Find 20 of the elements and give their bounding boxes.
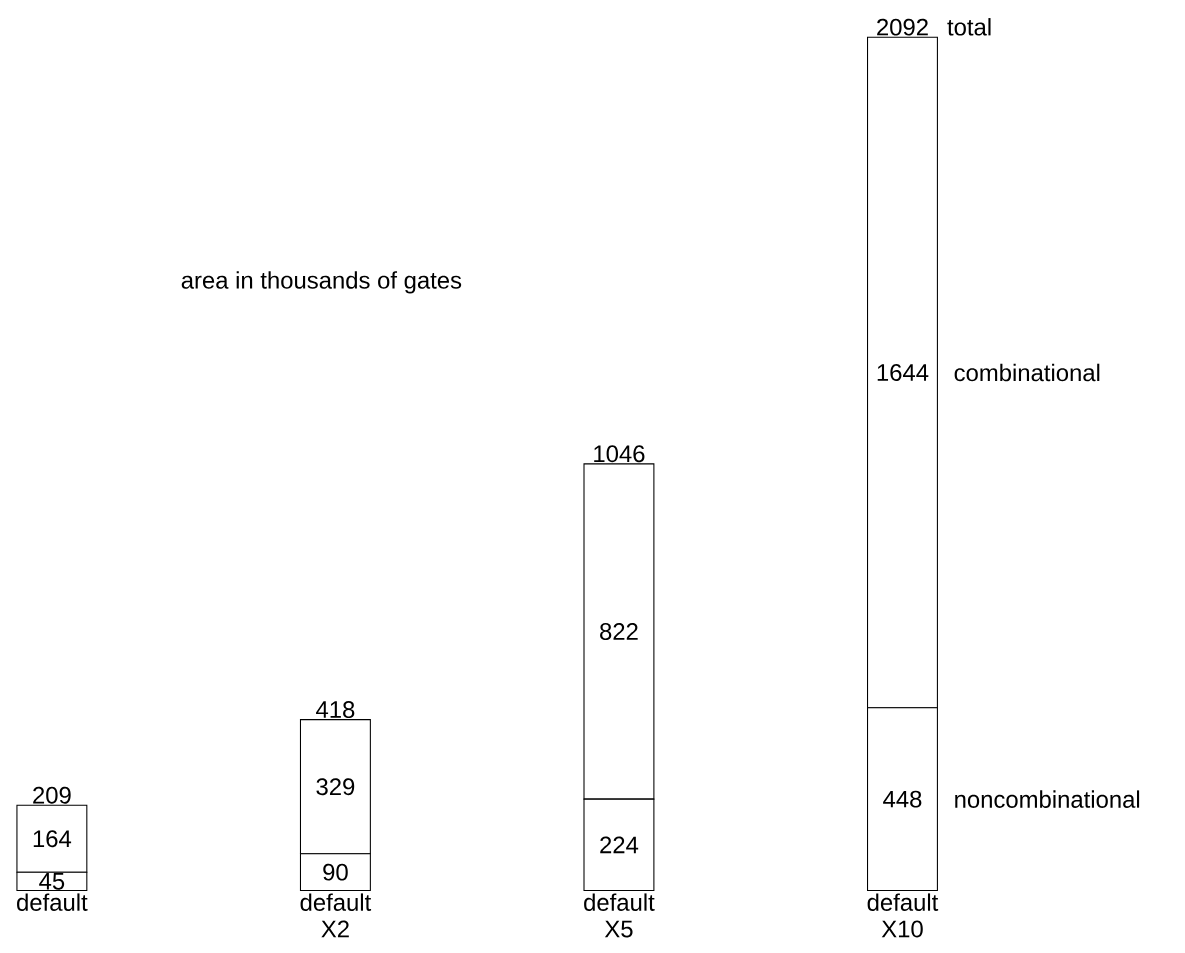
data-label: 45: [39, 872, 65, 890]
data-label: 822: [600, 622, 638, 640]
text: area in thousands of gates: [181, 271, 462, 294]
total-label: 418: [316, 700, 355, 718]
x-tick-label: default: [17, 893, 88, 911]
x-tick-label: default X10: [867, 893, 939, 938]
data-label: 164: [33, 830, 72, 847]
data-label: 448: [883, 790, 922, 808]
series-label: noncombinational: [955, 790, 1140, 808]
total-label: 1046: [594, 445, 645, 463]
series-label: combinational: [954, 363, 1100, 382]
annotation: total: [947, 17, 991, 36]
data-label: 1644: [877, 363, 929, 381]
total-label: 209: [33, 786, 71, 804]
x-tick-label: default X5: [584, 893, 655, 938]
total-label: 2092: [877, 18, 928, 36]
data-label: 329: [316, 778, 355, 795]
data-label: 224: [600, 836, 639, 853]
x-tick-label: default X2: [300, 893, 372, 938]
data-label: 90: [323, 863, 348, 881]
